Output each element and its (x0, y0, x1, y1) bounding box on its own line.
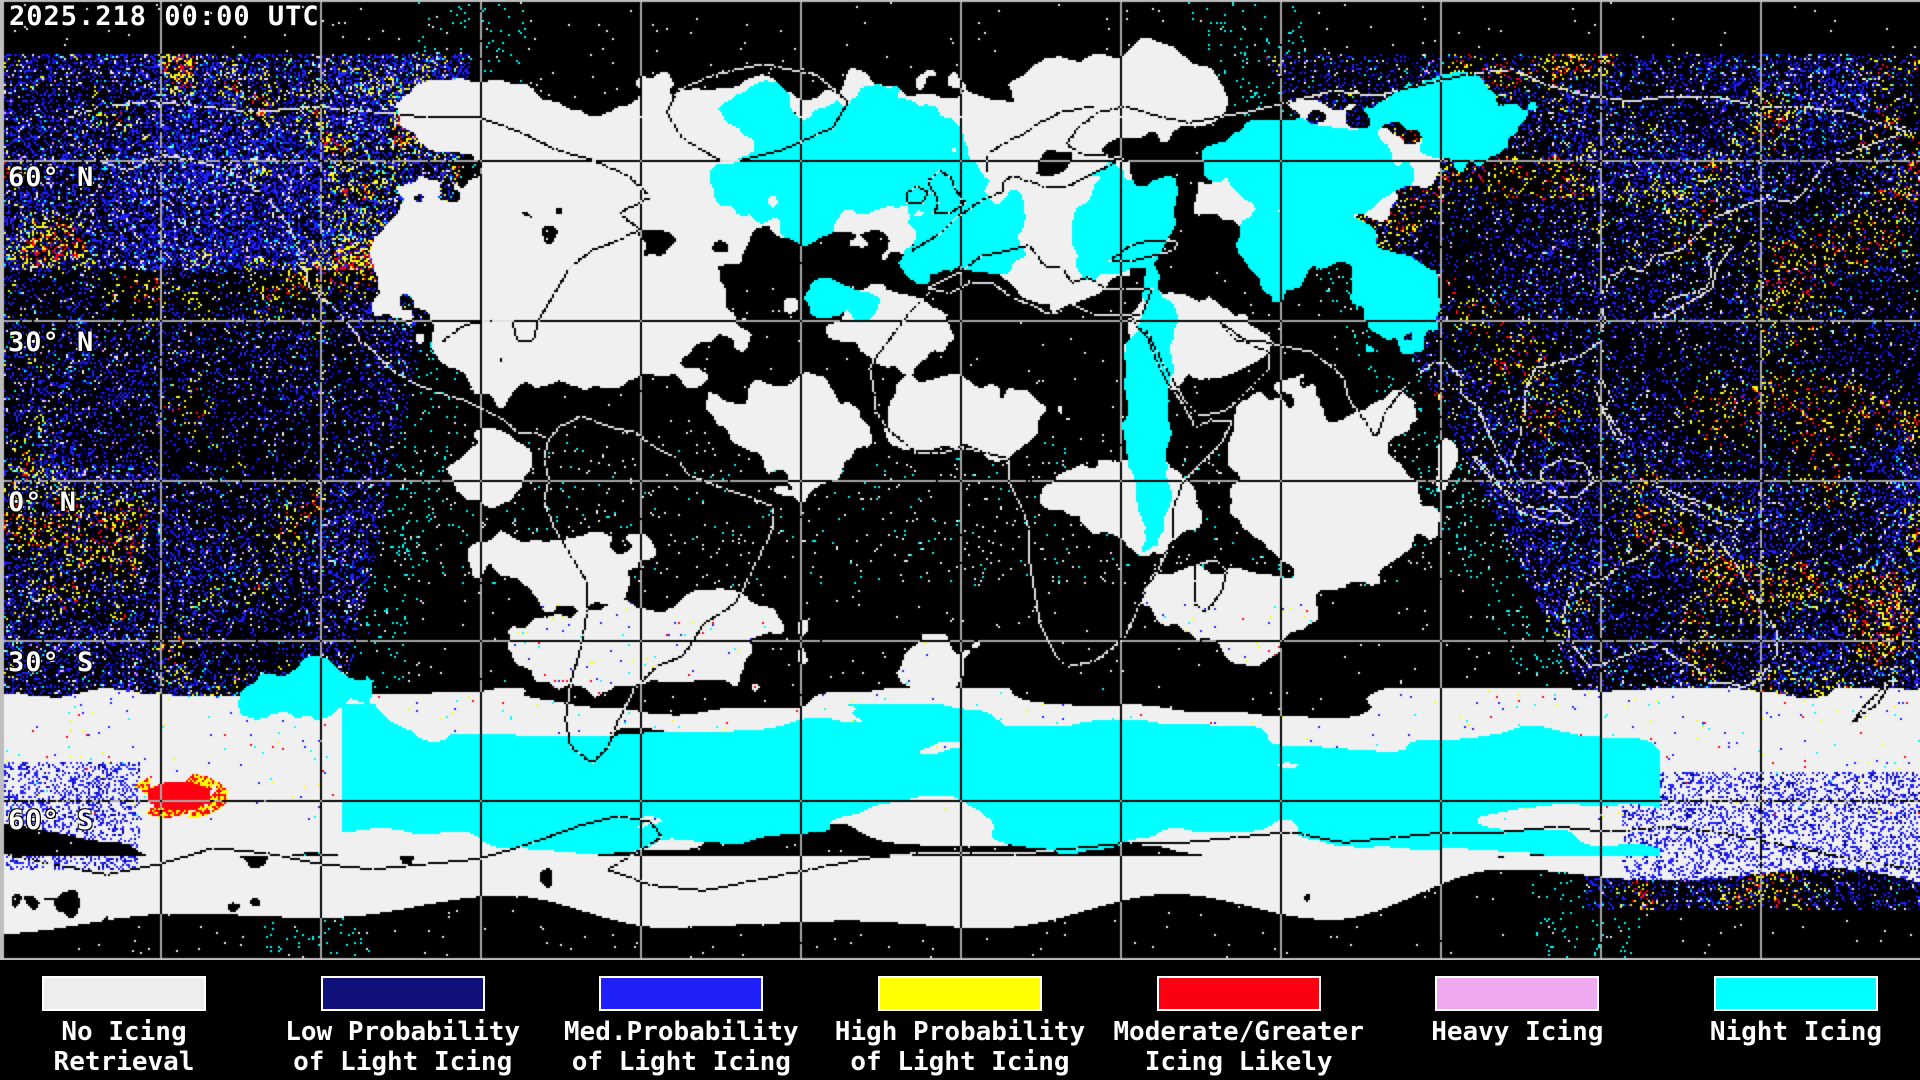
legend-label: Med.Probability (563, 1017, 799, 1047)
legend-item-moderate: Moderate/Greater Icing Likely (1113, 960, 1364, 1080)
moderate-icing-swatch (1156, 976, 1321, 1011)
legend-item-high-prob: High Probability of Light Icing (834, 960, 1086, 1080)
legend-item-no-icing: No Icing Retrieval (0, 960, 248, 1080)
legend-label: Night Icing (1709, 1017, 1883, 1047)
legend-item-heavy: Heavy Icing (1393, 960, 1641, 1080)
legend-label: of Light Icing (571, 1047, 791, 1077)
legend-item-med-prob: Med.Probability of Light Icing (557, 960, 805, 1080)
legend-item-low-prob: Low Probability of Light Icing (279, 960, 527, 1080)
legend-label: of Light Icing (850, 1047, 1070, 1077)
legend-label: Moderate/Greater (1113, 1017, 1364, 1047)
legend-bar: No Icing Retrieval Low Probability of Ligh… (0, 960, 1920, 1080)
legend-label: Icing Likely (1144, 1047, 1333, 1077)
legend-label: Retrieval (53, 1047, 195, 1077)
icing-map-canvas (0, 0, 1920, 960)
legend-label: Heavy Icing (1431, 1017, 1604, 1047)
heavy-icing-swatch (1435, 976, 1600, 1011)
low-prob-swatch (320, 976, 485, 1011)
legend-label: High Probability (834, 1017, 1086, 1047)
legend-item-night: Night Icing (1672, 960, 1920, 1080)
legend-label: of Light Icing (293, 1047, 513, 1077)
no-icing-swatch (42, 976, 206, 1011)
legend-label: No Icing (61, 1017, 187, 1047)
med-prob-swatch (599, 976, 764, 1011)
night-icing-swatch (1713, 976, 1878, 1011)
high-prob-swatch (877, 976, 1042, 1011)
legend-label: Low Probability (285, 1017, 521, 1047)
